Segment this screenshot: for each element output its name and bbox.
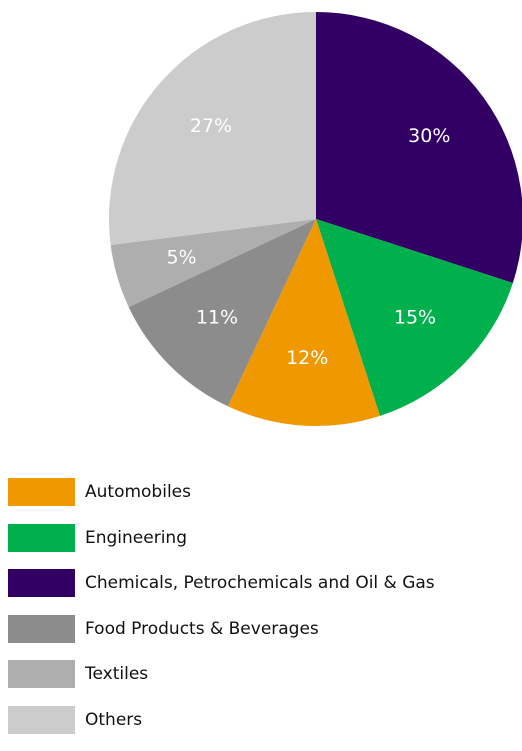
legend-item: Chemicals, Petrochemicals and Oil & Gas [8,569,435,597]
pie-slice [108,12,316,245]
pie-slice [110,219,316,308]
legend-label: Engineering [85,527,187,548]
pie-slice-label: 15% [394,306,436,328]
legend-item: Automobiles [8,478,435,506]
pie-slice [316,219,513,416]
legend-item: Engineering [8,523,435,552]
legend-label: Others [85,709,143,730]
pie-slice [227,219,380,426]
pie-slice [128,219,316,407]
legend-swatch [8,523,75,552]
legend-item: Textiles [8,660,435,688]
pie-chart: 30% 15% 12% 11% 5% 27% [108,12,522,426]
pie-slice-label: 11% [196,306,238,328]
legend-swatch [8,660,75,688]
legend-label: Textiles [85,664,149,684]
legend-swatch [8,478,75,506]
legend-swatch [8,614,75,643]
legend-label: Automobiles [85,482,191,502]
pie-slice-label: 27% [190,115,232,137]
legend-item: Food Products & Beverages [8,614,435,643]
legend-swatch [8,569,75,597]
pie-slice-labels: 30% 15% 12% 11% 5% 27% [166,115,450,369]
pie-slice-label: 5% [166,247,196,269]
chart-legend: Automobiles Engineering Chemicals, Petroch… [8,478,435,751]
pie-slices [108,12,522,426]
legend-label: Chemicals, Petrochemicals and Oil & Gas [85,573,435,593]
legend-swatch [8,705,75,734]
pie-slice-label: 12% [286,347,328,369]
pie-slice-label: 30% [408,125,450,147]
legend-label: Food Products & Beverages [85,618,319,639]
pie-slice [316,12,522,283]
legend-item: Others [8,705,435,734]
